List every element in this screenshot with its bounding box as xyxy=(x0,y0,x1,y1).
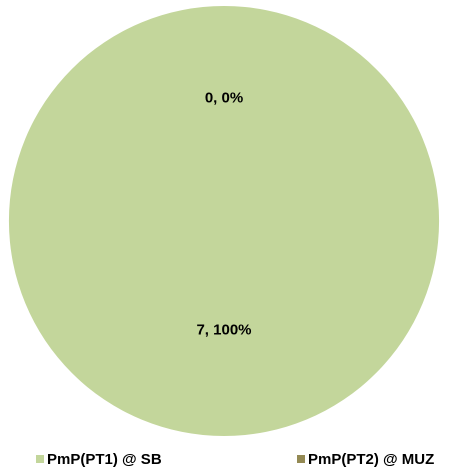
legend-swatch xyxy=(297,455,305,463)
legend-label: PmP(PT2) @ MUZ xyxy=(308,451,434,468)
data-label: 0, 0% xyxy=(205,89,243,106)
pie-slice xyxy=(8,5,440,436)
legend-label: PmP(PT1) @ SB xyxy=(47,451,162,468)
legend-swatch xyxy=(36,455,44,463)
data-label: 7, 100% xyxy=(196,322,251,339)
